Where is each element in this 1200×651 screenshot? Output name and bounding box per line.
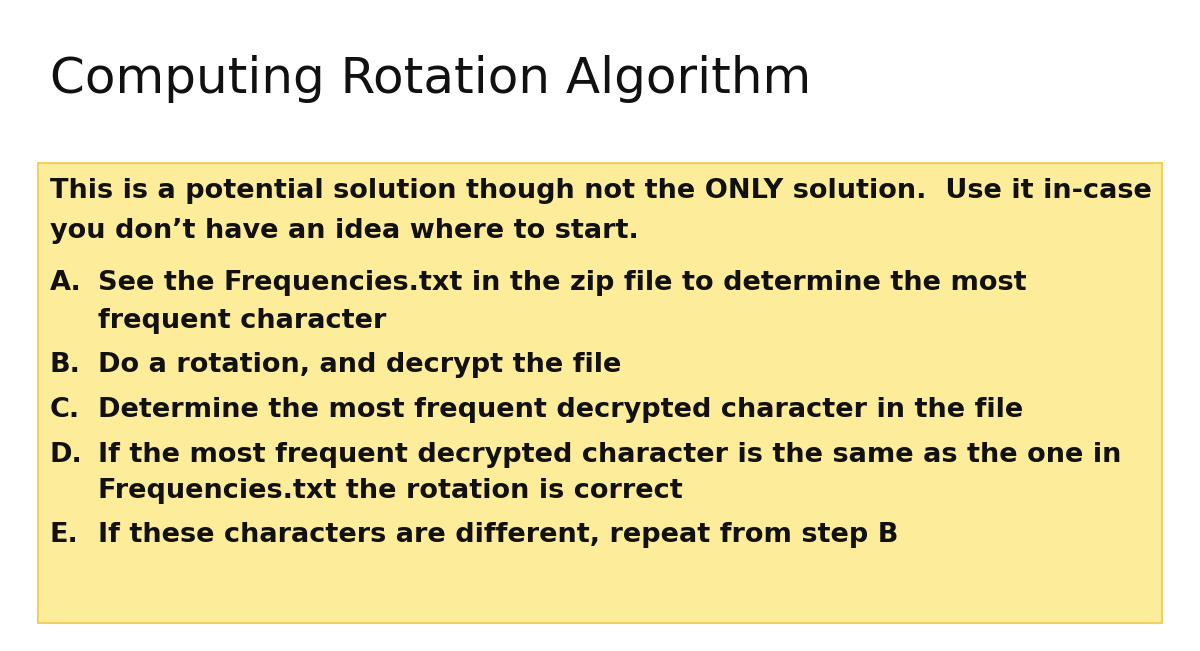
Text: Frequencies.txt the rotation is correct: Frequencies.txt the rotation is correct — [98, 478, 683, 504]
Text: A.: A. — [50, 270, 82, 296]
Text: C.: C. — [50, 397, 80, 423]
Text: This is a potential solution though not the ONLY solution.  Use it in-case: This is a potential solution though not … — [50, 178, 1152, 204]
Text: you don’t have an idea where to start.: you don’t have an idea where to start. — [50, 218, 638, 244]
Text: E.: E. — [50, 522, 79, 548]
Text: Computing Rotation Algorithm: Computing Rotation Algorithm — [50, 55, 811, 103]
Text: Do a rotation, and decrypt the file: Do a rotation, and decrypt the file — [98, 352, 622, 378]
Text: If these characters are different, repeat from step B: If these characters are different, repea… — [98, 522, 899, 548]
Text: If the most frequent decrypted character is the same as the one in: If the most frequent decrypted character… — [98, 442, 1121, 468]
Text: See the Frequencies.txt in the zip file to determine the most: See the Frequencies.txt in the zip file … — [98, 270, 1027, 296]
Text: B.: B. — [50, 352, 80, 378]
Text: Determine the most frequent decrypted character in the file: Determine the most frequent decrypted ch… — [98, 397, 1024, 423]
FancyBboxPatch shape — [38, 163, 1162, 623]
Text: frequent character: frequent character — [98, 308, 386, 334]
Text: D.: D. — [50, 442, 83, 468]
